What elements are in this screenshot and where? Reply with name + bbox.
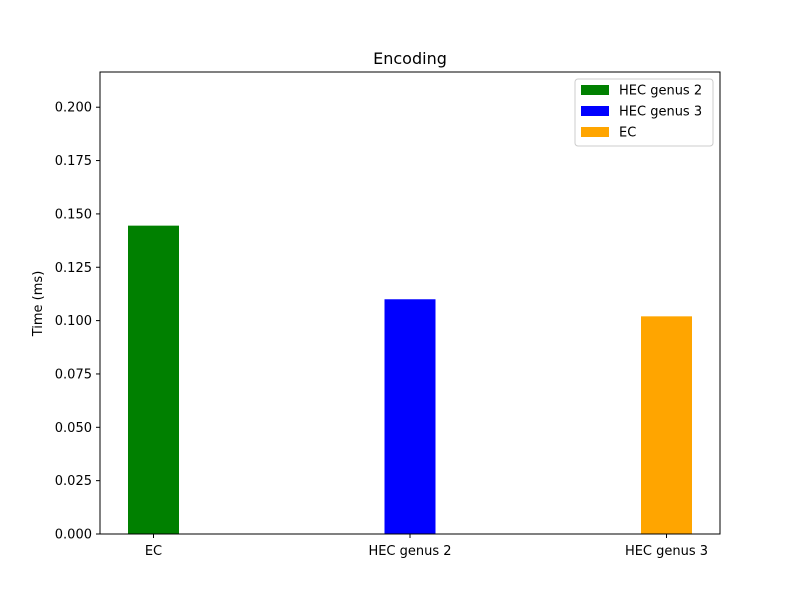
chart-title: Encoding	[373, 49, 447, 68]
bars-group	[128, 225, 692, 534]
y-tick-label: 0.175	[55, 154, 92, 169]
legend-swatch	[581, 127, 609, 137]
x-tick-label: HEC genus 2	[368, 544, 451, 559]
bar-hec-genus-2	[384, 299, 436, 534]
legend-swatch	[581, 106, 609, 116]
x-axis: EC HEC genus 2 HEC genus 3	[145, 534, 708, 559]
y-axis: 0.000 0.025 0.050 0.075 0.100 0.125 0.150 0.175…	[55, 101, 100, 543]
legend-swatch	[581, 85, 609, 95]
y-tick-label: 0.100	[55, 314, 92, 329]
bar-hec-genus-3	[641, 316, 692, 534]
legend-label: EC	[619, 126, 636, 141]
legend-label: HEC genus 2	[619, 84, 702, 99]
y-tick-label: 0.050	[55, 421, 92, 436]
plot-frame	[99, 71, 721, 535]
y-tick-label: 0.200	[55, 101, 92, 116]
legend: HEC genus 2 HEC genus 3 EC	[574, 78, 714, 147]
y-tick-label: 0.125	[55, 261, 92, 276]
legend-label: HEC genus 3	[619, 105, 702, 120]
y-tick-label: 0.000	[55, 528, 92, 543]
y-tick-label: 0.075	[55, 367, 92, 382]
bar-ec	[128, 225, 179, 534]
x-tick-label: EC	[145, 544, 162, 559]
x-tick-label: HEC genus 3	[625, 544, 708, 559]
y-tick-label: 0.025	[55, 474, 92, 489]
legend-box	[574, 78, 714, 147]
y-tick-label: 0.150	[55, 207, 92, 222]
y-axis-label: Time (ms)	[31, 271, 46, 338]
